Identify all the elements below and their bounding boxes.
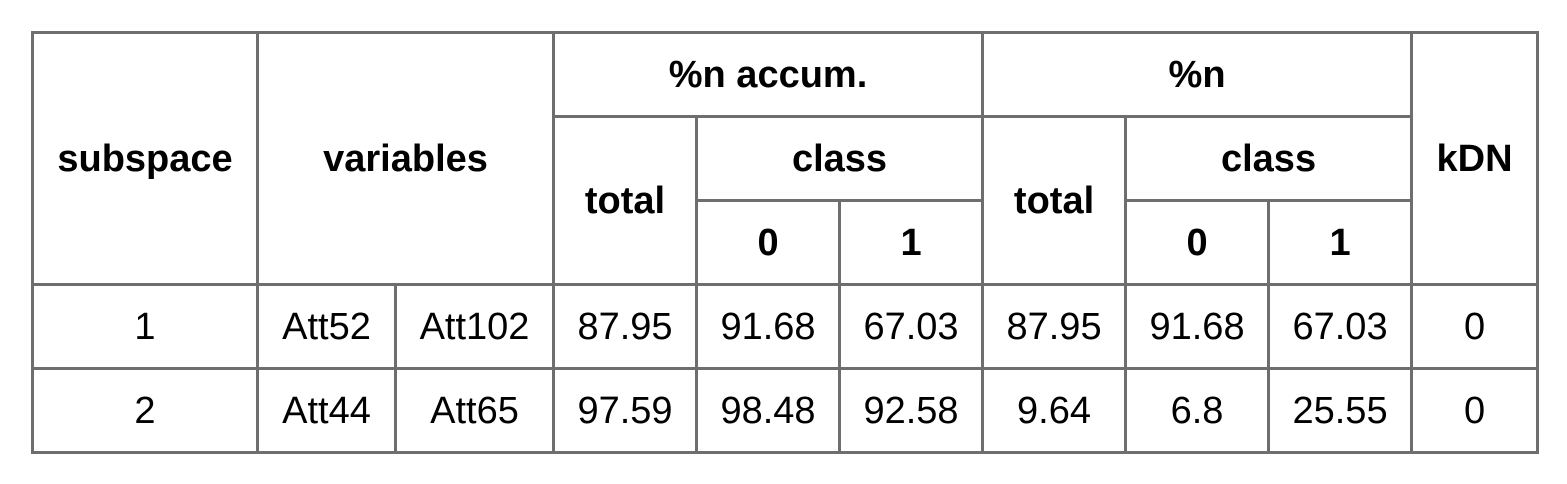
- results-table: subspace variables %n accum. %n kDN tota…: [31, 31, 1540, 454]
- header-row-3: 0 1 0 1: [33, 199, 1538, 286]
- header-accum-total: total: [552, 115, 699, 286]
- cell-subspace: 1: [31, 283, 259, 370]
- header-row-2: total class total class: [33, 115, 1538, 286]
- cell-accum-class-0: 91.68: [695, 283, 842, 370]
- cell-accum-total: 87.95: [552, 283, 699, 370]
- cell-pct-total: 87.95: [981, 283, 1128, 370]
- cell-pct-class-1: 25.55: [1267, 367, 1414, 454]
- cell-variable-1: Att52: [256, 283, 397, 370]
- cell-kdn: 0: [1410, 367, 1540, 454]
- header-accum-class-1: 1: [838, 199, 985, 286]
- cell-subspace: 2: [31, 367, 259, 454]
- cell-pct-class-0: 91.68: [1124, 283, 1271, 370]
- cell-variable-2: Att102: [393, 283, 556, 370]
- header-pct-accum: %n accum.: [552, 31, 985, 118]
- cell-accum-class-1: 67.03: [838, 283, 985, 370]
- cell-accum-class-1: 92.58: [838, 367, 985, 454]
- table-body: 1 Att52 Att102 87.95 91.68 67.03 87.95 9…: [31, 283, 1540, 454]
- table-row: 2 Att44 Att65 97.59 98.48 92.58 9.64 6.8…: [31, 367, 1540, 454]
- cell-variable-1: Att44: [256, 367, 397, 454]
- cell-kdn: 0: [1410, 283, 1540, 370]
- header-pct-class-0: 0: [1124, 199, 1271, 286]
- cell-pct-class-1: 67.03: [1267, 283, 1414, 370]
- header-pct: %n: [981, 31, 1414, 118]
- table-header: subspace variables %n accum. %n kDN tota…: [31, 31, 1540, 286]
- cell-accum-total: 97.59: [552, 367, 699, 454]
- header-pct-class-1: 1: [1267, 199, 1414, 286]
- header-kdn: kDN: [1410, 31, 1540, 286]
- header-subspace: subspace: [31, 31, 259, 286]
- cell-accum-class-0: 98.48: [695, 367, 842, 454]
- header-variables: variables: [255, 31, 556, 286]
- header-accum-class: class: [695, 115, 985, 202]
- cell-variable-2: Att65: [393, 367, 556, 454]
- header-row-1: subspace variables %n accum. %n kDN: [31, 31, 1540, 286]
- header-accum-class-0: 0: [695, 199, 842, 286]
- header-pct-class: class: [1124, 115, 1414, 202]
- header-pct-total: total: [981, 115, 1128, 286]
- cell-pct-total: 9.64: [981, 367, 1128, 454]
- cell-pct-class-0: 6.8: [1124, 367, 1271, 454]
- table-row: 1 Att52 Att102 87.95 91.68 67.03 87.95 9…: [31, 283, 1540, 370]
